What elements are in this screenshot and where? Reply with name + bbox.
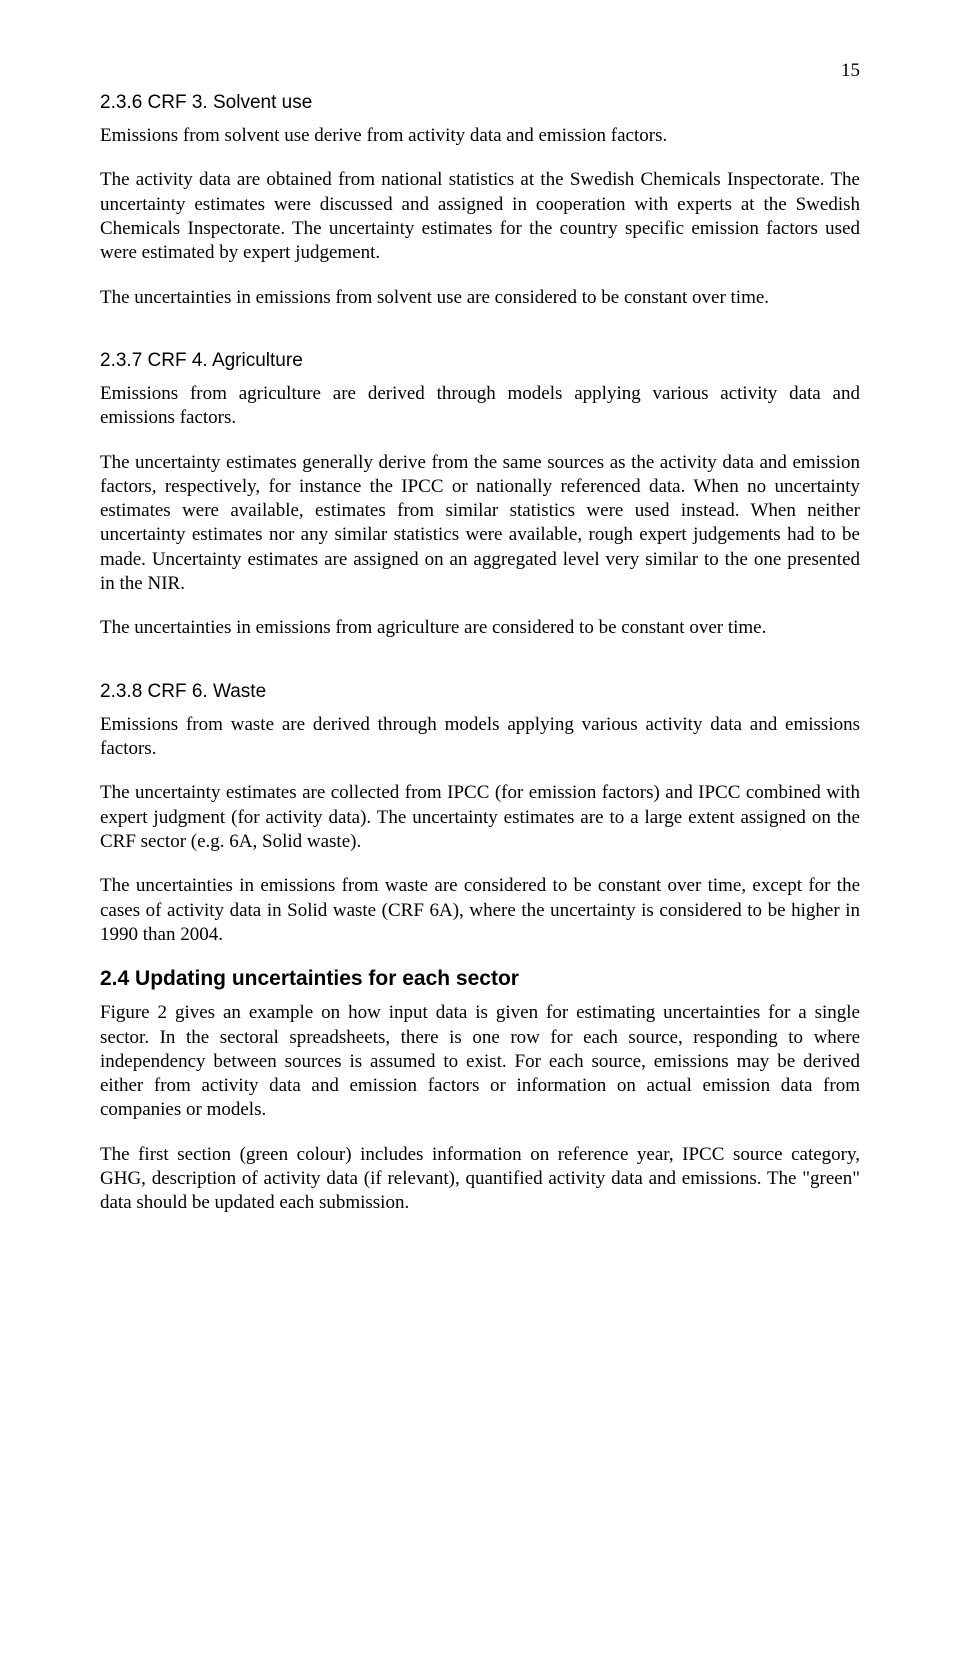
- page-number: 15: [100, 60, 860, 82]
- body-paragraph: Emissions from solvent use derive from a…: [100, 124, 860, 148]
- body-paragraph: The first section (green colour) include…: [100, 1143, 860, 1216]
- section-updating-uncertainties: 2.4 Updating uncertainties for each sect…: [100, 967, 860, 1216]
- body-paragraph: The activity data are obtained from nati…: [100, 168, 860, 265]
- section-heading: 2.3.8 CRF 6. Waste: [100, 681, 860, 703]
- document-page: 15 2.3.6 CRF 3. Solvent use Emissions fr…: [0, 0, 960, 1296]
- body-paragraph: The uncertainties in emissions from agri…: [100, 616, 860, 640]
- section-agriculture: 2.3.7 CRF 4. Agriculture Emissions from …: [100, 350, 860, 641]
- body-paragraph: The uncertainties in emissions from solv…: [100, 286, 860, 310]
- body-paragraph: The uncertainty estimates generally deri…: [100, 451, 860, 597]
- section-solvent-use: 2.3.6 CRF 3. Solvent use Emissions from …: [100, 92, 860, 310]
- body-paragraph: Emissions from waste are derived through…: [100, 713, 860, 762]
- section-heading: 2.3.6 CRF 3. Solvent use: [100, 92, 860, 114]
- section-heading: 2.3.7 CRF 4. Agriculture: [100, 350, 860, 372]
- body-paragraph: The uncertainty estimates are collected …: [100, 781, 860, 854]
- section-waste: 2.3.8 CRF 6. Waste Emissions from waste …: [100, 681, 860, 948]
- body-paragraph: Figure 2 gives an example on how input d…: [100, 1001, 860, 1123]
- section-heading: 2.4 Updating uncertainties for each sect…: [100, 967, 860, 991]
- body-paragraph: The uncertainties in emissions from wast…: [100, 874, 860, 947]
- body-paragraph: Emissions from agriculture are derived t…: [100, 382, 860, 431]
